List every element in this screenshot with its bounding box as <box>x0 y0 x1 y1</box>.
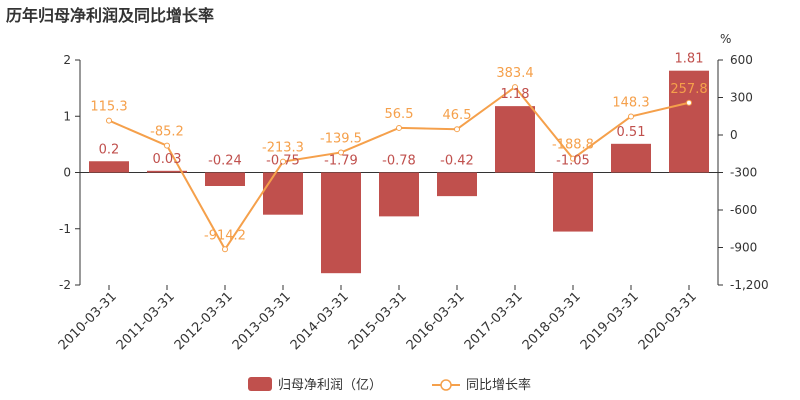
y-left-tick-label: 2 <box>63 53 71 67</box>
bar <box>553 172 593 232</box>
bar-value-label: -0.78 <box>382 154 416 169</box>
y-left-tick-label: 0 <box>63 166 71 180</box>
bar-value-label: 0.03 <box>153 152 182 167</box>
bar <box>89 161 129 173</box>
x-tick-label: 2019-03-31 <box>578 289 642 353</box>
line-point <box>686 99 692 106</box>
line-point <box>454 126 460 133</box>
legend-bar-label: 归母净利润（亿） <box>278 378 382 393</box>
line-point <box>338 149 344 156</box>
y-right-unit-label: % <box>720 32 731 46</box>
x-tick-label: 2013-03-31 <box>230 289 294 353</box>
y-right-tick-label: -1,200 <box>730 278 769 292</box>
y-right-tick-label: -900 <box>730 241 757 255</box>
bar-value-label: 1.81 <box>675 52 704 67</box>
line-value-label: -188.8 <box>552 138 594 153</box>
line-value-label: -85.2 <box>150 125 184 140</box>
bar <box>495 106 535 173</box>
y-right-tick-label: 600 <box>730 53 753 67</box>
line-value-label: 56.5 <box>385 107 414 122</box>
bar <box>321 172 361 274</box>
x-tick-label: 2012-03-31 <box>172 289 236 353</box>
bar-value-label: 0.2 <box>99 142 120 157</box>
y-right-tick-label: -300 <box>730 166 757 180</box>
bar <box>147 170 187 173</box>
line-point <box>280 158 286 165</box>
y-left-tick-label: -1 <box>59 222 71 236</box>
bar <box>205 172 245 186</box>
line-value-label: 257.8 <box>670 82 707 97</box>
bar-value-label: -0.24 <box>208 154 242 169</box>
bar <box>263 172 303 215</box>
line-point <box>396 124 402 131</box>
line-value-label: 115.3 <box>90 100 127 115</box>
y-left-tick-label: 1 <box>63 109 71 123</box>
x-tick-label: 2011-03-31 <box>114 289 178 353</box>
y-right-tick-label: 300 <box>730 91 753 105</box>
bar <box>611 143 651 173</box>
line-point <box>106 117 112 124</box>
line-value-label: 46.5 <box>443 108 472 123</box>
x-tick-label: 2010-03-31 <box>56 289 120 353</box>
y-left-tick-label: -2 <box>59 278 71 292</box>
chart-title: 历年归母净利润及同比增长率 <box>6 6 215 25</box>
bar <box>437 172 477 197</box>
bar-value-label: 0.51 <box>617 125 646 140</box>
x-tick-label: 2018-03-31 <box>520 289 584 353</box>
bar <box>669 70 709 173</box>
x-tick-label: 2016-03-31 <box>404 289 468 353</box>
x-tick-label: 2015-03-31 <box>346 289 410 353</box>
line-point <box>222 246 228 253</box>
line-value-label: -213.3 <box>262 141 304 156</box>
line-value-label: -139.5 <box>320 131 362 146</box>
x-tick-label: 2020-03-31 <box>636 289 700 353</box>
bar-value-label: -0.75 <box>266 154 300 169</box>
bar-value-label: -0.42 <box>440 154 474 169</box>
y-right-tick-label: -600 <box>730 203 757 217</box>
line-point <box>570 155 576 162</box>
line-point <box>512 84 518 91</box>
bar-value-label: -1.05 <box>556 154 590 169</box>
line-point <box>164 142 170 149</box>
bar-value-label: -1.79 <box>324 154 358 169</box>
line-value-label: -914.2 <box>204 228 246 243</box>
bar <box>379 172 419 217</box>
legend-line-marker <box>440 379 452 391</box>
line-value-label: 148.3 <box>612 95 649 110</box>
legend-line-label: 同比增长率 <box>466 377 531 393</box>
x-tick-label: 2014-03-31 <box>288 289 352 353</box>
legend-bar-swatch <box>248 377 272 391</box>
line-value-label: 383.4 <box>496 66 533 81</box>
y-right-tick-label: 0 <box>730 128 738 142</box>
bar-value-label: 1.18 <box>501 87 530 102</box>
x-tick-label: 2017-03-31 <box>462 289 526 353</box>
line-point <box>628 113 634 120</box>
